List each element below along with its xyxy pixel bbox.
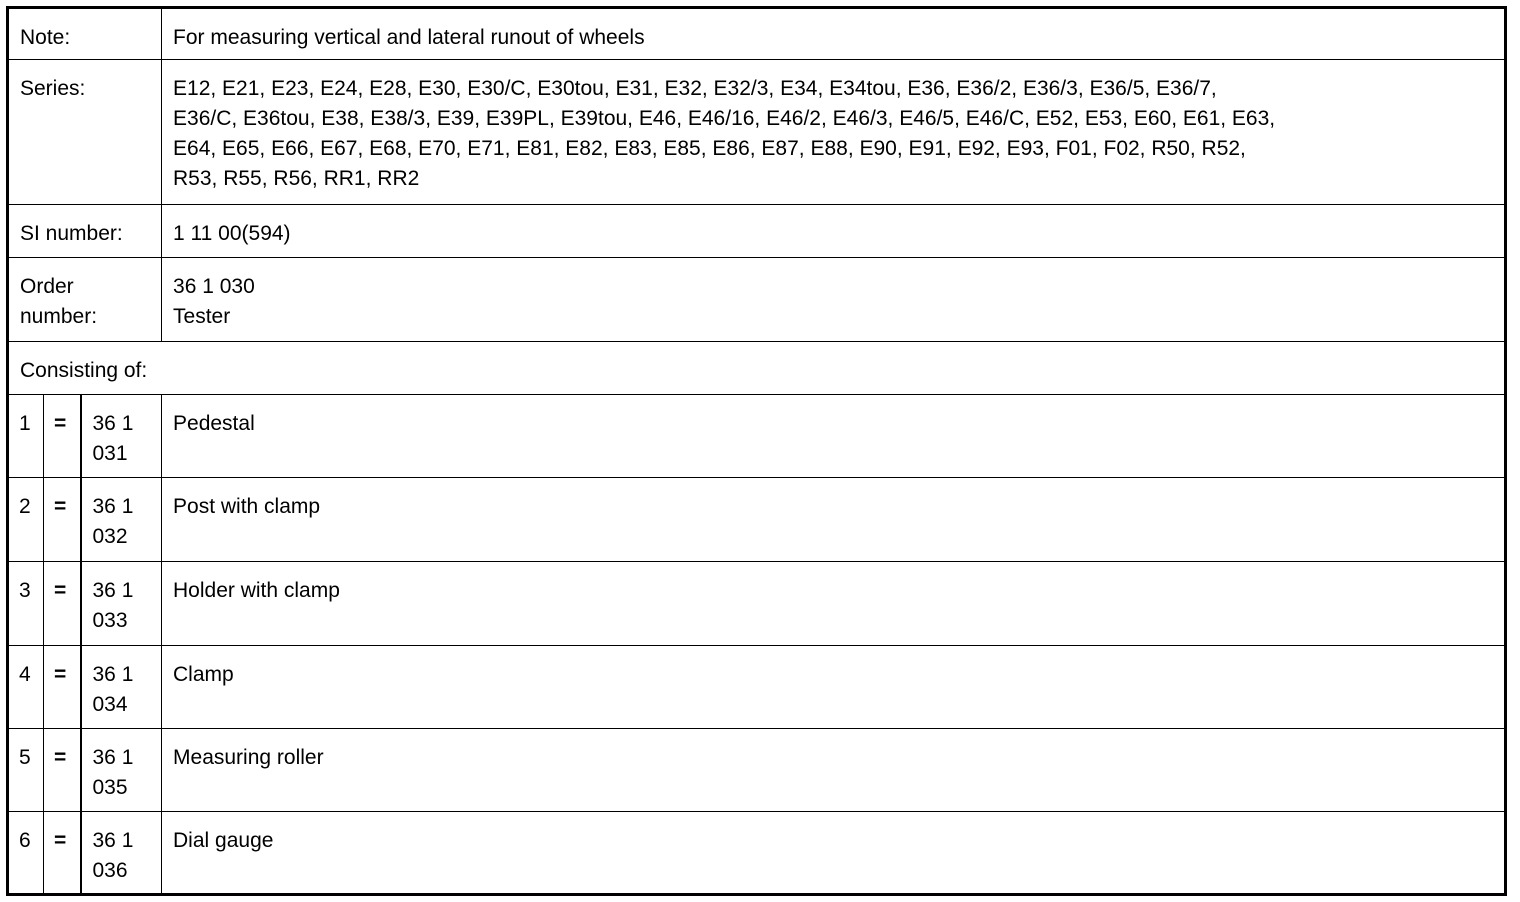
part-name: Post with clamp <box>161 477 1506 562</box>
order-number-row: Order number: 36 1 030 Tester <box>6 257 1506 342</box>
consisting-of-row: Consisting of: <box>7 341 1506 395</box>
order-number-label: Order number: <box>6 257 163 342</box>
part-name: Pedestal <box>161 394 1506 478</box>
special-tool-info-table: Note: For measuring vertical and lateral… <box>6 6 1507 896</box>
note-label: Note: <box>6 7 163 60</box>
part-index: 4 <box>7 645 44 729</box>
part-index: 2 <box>7 477 44 562</box>
part-code-line: 36 1 <box>92 663 134 686</box>
part-row: 1 = 36 1 031 Pedestal <box>7 394 1506 478</box>
part-code-line: 031 <box>92 442 128 465</box>
note-value: For measuring vertical and lateral runou… <box>161 7 1506 60</box>
part-order-number: 36 1 033 <box>79 561 163 646</box>
part-name: Clamp <box>161 645 1506 729</box>
part-name: Dial gauge <box>161 811 1506 895</box>
si-number-label: SI number: <box>6 204 163 258</box>
si-number-row: SI number: 1 11 00(594) <box>6 204 1506 258</box>
part-equals: = <box>43 561 81 646</box>
series-value: E12, E21, E23, E24, E28, E30, E30/C, E30… <box>161 59 1506 205</box>
series-line: R53, R55, R56, RR1, RR2 <box>173 167 420 190</box>
part-index: 1 <box>7 394 44 478</box>
part-row: 4 = 36 1 034 Clamp <box>7 645 1506 729</box>
part-code-line: 36 1 <box>92 579 134 602</box>
part-row: 5 = 36 1 035 Measuring roller <box>7 728 1506 812</box>
part-index: 6 <box>7 811 44 895</box>
part-index: 5 <box>7 728 44 812</box>
part-name: Measuring roller <box>161 728 1506 812</box>
part-code-line: 033 <box>92 609 128 632</box>
part-code-line: 034 <box>92 693 128 716</box>
part-code-line: 032 <box>92 525 128 548</box>
part-equals: = <box>43 728 81 812</box>
series-row: Series: E12, E21, E23, E24, E28, E30, E3… <box>6 59 1506 205</box>
part-row: 3 = 36 1 033 Holder with clamp <box>7 561 1506 646</box>
note-row: Note: For measuring vertical and lateral… <box>6 7 1506 60</box>
part-row: 2 = 36 1 032 Post with clamp <box>7 477 1506 562</box>
consisting-of-label: Consisting of: <box>7 341 1506 395</box>
series-line: E64, E65, E66, E67, E68, E70, E71, E81, … <box>173 137 1246 160</box>
part-code-line: 36 1 <box>92 412 134 435</box>
part-index: 3 <box>7 561 44 646</box>
series-line: E36/C, E36tou, E38, E38/3, E39, E39PL, E… <box>173 107 1276 130</box>
part-code-line: 36 1 <box>92 829 134 852</box>
order-label-line: number: <box>20 305 98 328</box>
order-value-line: Tester <box>173 305 231 328</box>
part-name: Holder with clamp <box>161 561 1506 646</box>
part-order-number: 36 1 035 <box>79 728 163 812</box>
series-label: Series: <box>6 59 163 205</box>
part-order-number: 36 1 031 <box>79 394 163 478</box>
order-value-line: 36 1 030 <box>173 275 255 298</box>
order-number-value: 36 1 030 Tester <box>161 257 1506 342</box>
part-order-number: 36 1 032 <box>79 477 163 562</box>
part-code-line: 36 1 <box>92 746 134 769</box>
part-order-number: 36 1 036 <box>79 811 163 895</box>
part-equals: = <box>43 811 81 895</box>
part-code-line: 035 <box>92 776 128 799</box>
part-equals: = <box>43 477 81 562</box>
part-code-line: 36 1 <box>92 495 134 518</box>
part-equals: = <box>43 394 81 478</box>
part-order-number: 36 1 034 <box>79 645 163 729</box>
order-label-line: Order <box>20 275 74 298</box>
part-equals: = <box>43 645 81 729</box>
series-line: E12, E21, E23, E24, E28, E30, E30/C, E30… <box>173 77 1217 100</box>
part-code-line: 036 <box>92 859 128 882</box>
si-number-value: 1 11 00(594) <box>161 204 1506 258</box>
part-row: 6 = 36 1 036 Dial gauge <box>7 811 1506 895</box>
